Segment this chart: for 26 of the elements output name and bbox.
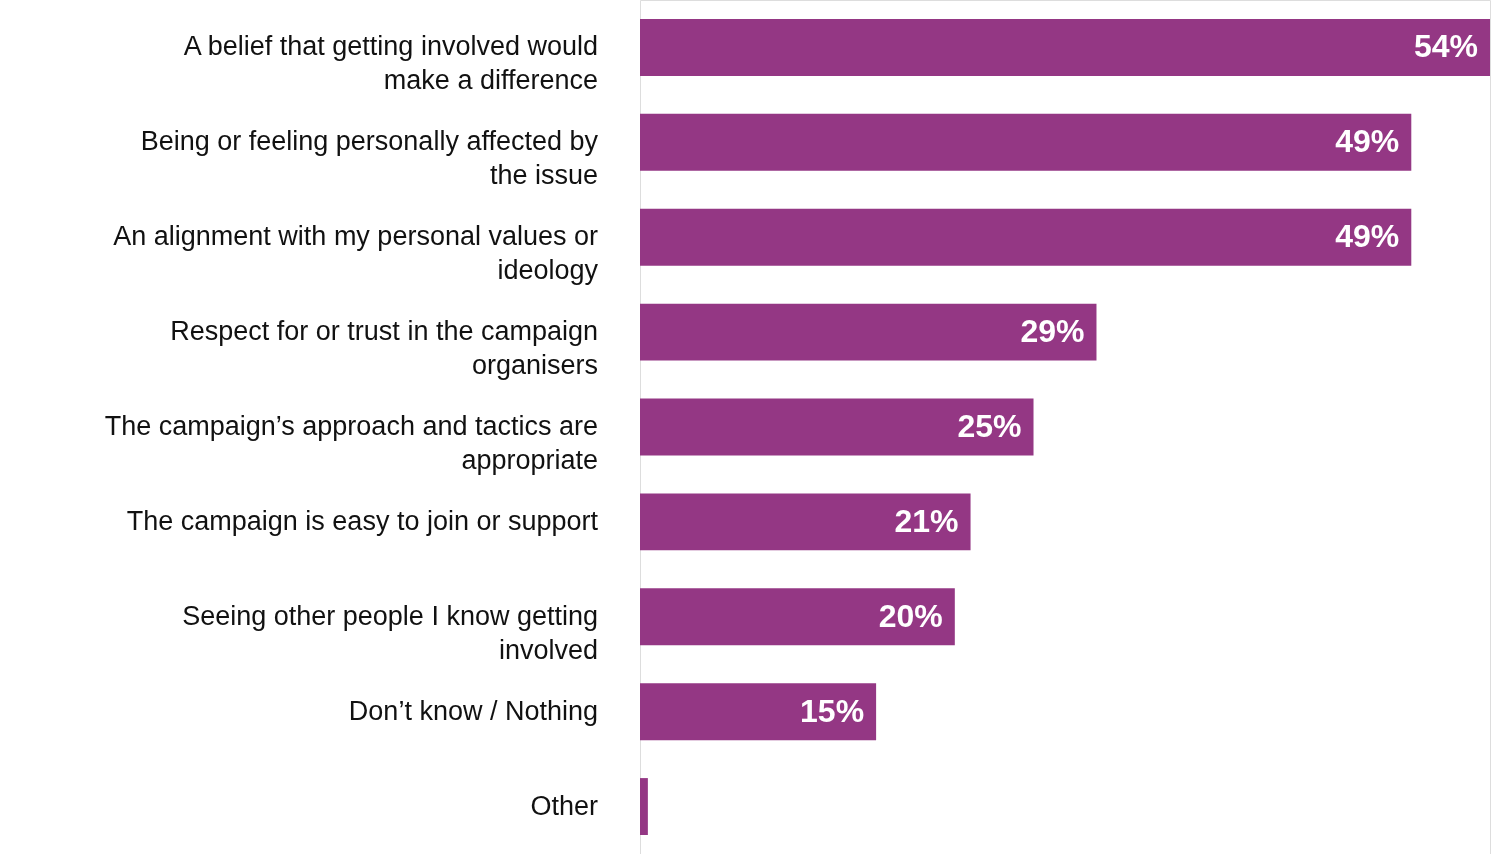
data-label: 54% (1413, 28, 1478, 65)
y-tick-label: Don’t know / Nothing (348, 695, 598, 726)
bar (640, 588, 955, 646)
bar (640, 208, 1412, 266)
y-tick-label: A belief that getting involved would make a difference (183, 31, 598, 96)
bar (640, 18, 1490, 76)
y-tick-label: The campaign is easy to join or support (126, 505, 599, 536)
bar (640, 113, 1412, 171)
data-label: 20% (878, 597, 943, 634)
bar (640, 683, 877, 741)
y-tick-label: Other (530, 790, 598, 821)
y-tick-label: Seeing other people I know getting involved (182, 600, 598, 665)
y-tick-label: Being or feeling personally affected by the issue (140, 126, 599, 191)
bar (640, 493, 971, 551)
bar (640, 398, 1034, 456)
bar (640, 778, 648, 836)
data-label: 15% (800, 692, 865, 729)
data-label: 49% (1335, 123, 1400, 160)
y-tick-label: The campaign’s approach and tactics are appropriate (104, 411, 598, 475)
y-tick-label: Respect for or trust in the campaign organisers (170, 316, 598, 381)
y-tick-label: An alignment with my personal values or ideology (113, 221, 599, 286)
bar (640, 303, 1097, 361)
data-label: 21% (894, 502, 959, 539)
data-label: 25% (957, 408, 1022, 444)
data-label: 29% (1020, 313, 1085, 350)
data-label: 49% (1335, 218, 1400, 255)
